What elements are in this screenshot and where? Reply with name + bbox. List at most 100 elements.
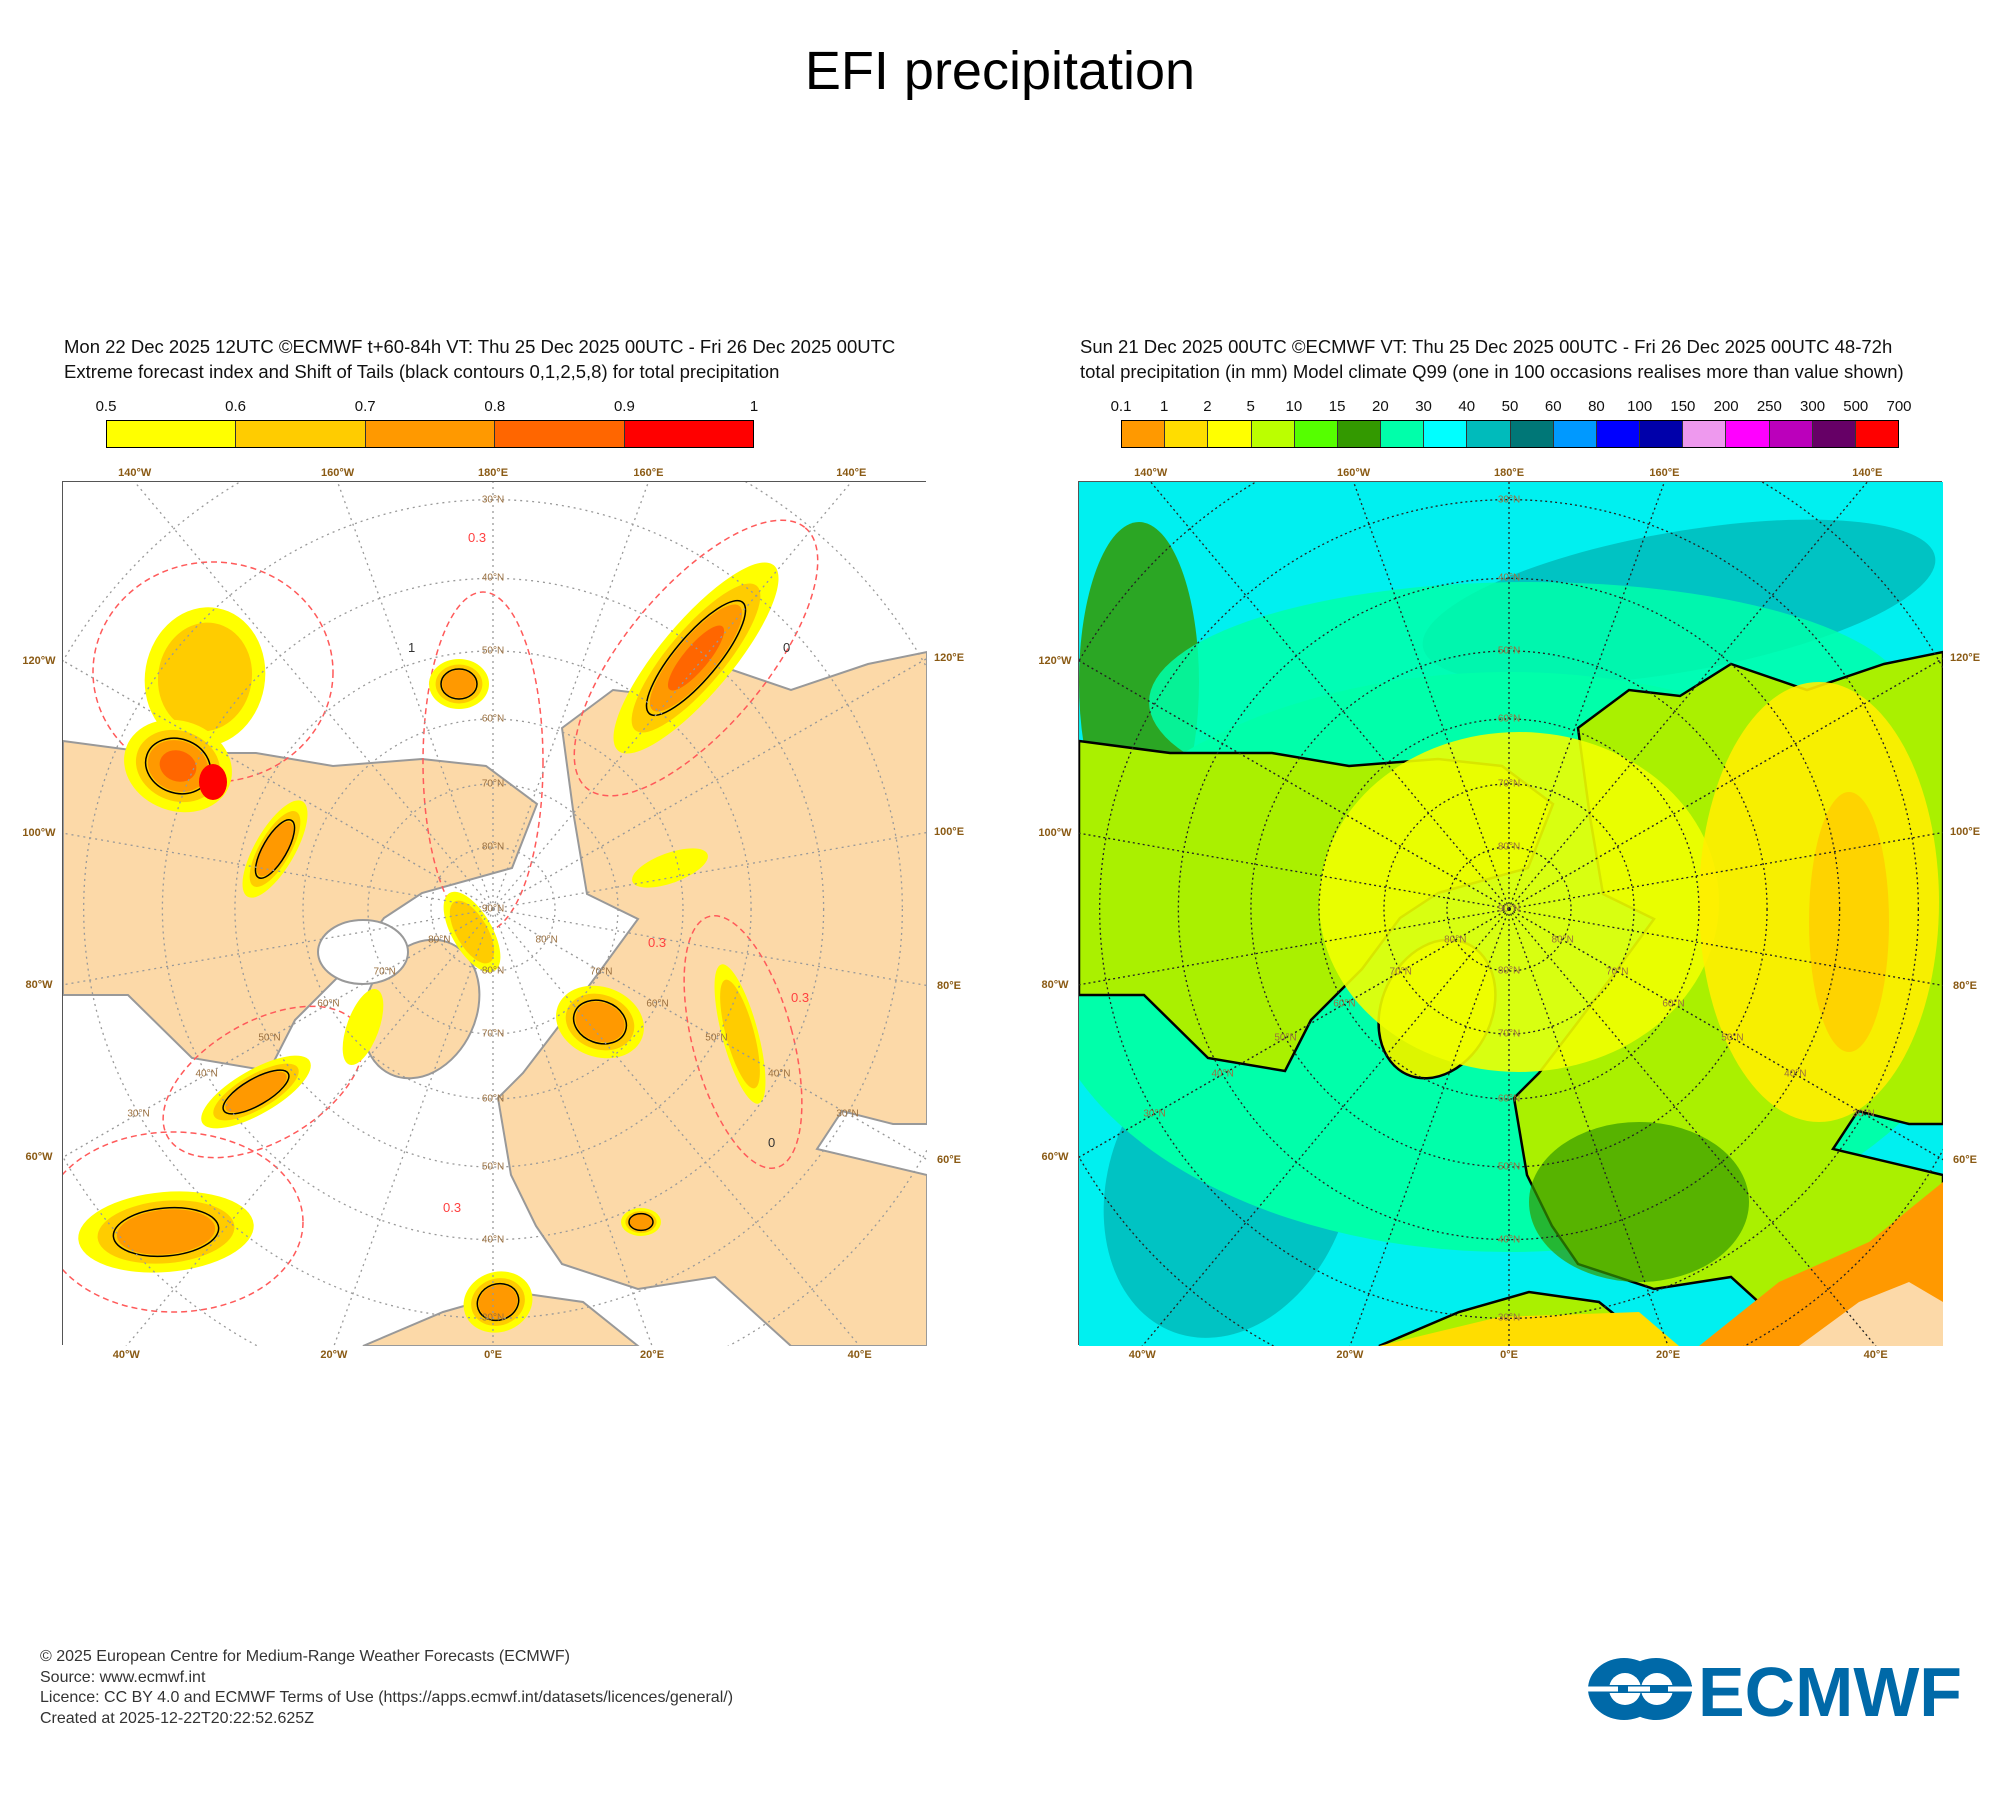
longitude-label: 100°W — [1038, 827, 1072, 840]
footer-source: Source: www.ecmwf.int — [40, 1668, 206, 1686]
longitude-label: 140°E — [1852, 467, 1883, 479]
latitude-label: 30°N — [127, 1108, 150, 1120]
meridian — [125, 908, 494, 1346]
meridian — [492, 831, 927, 910]
longitude-label: 160°W — [321, 467, 355, 479]
colorbar-label: 0.8 — [484, 398, 506, 415]
colorbar-swatch — [1683, 421, 1727, 447]
colorbar-label: 2 — [1203, 398, 1212, 415]
colorbar-label: 0.5 — [95, 398, 117, 415]
efi-map[interactable]: 0.3 0.3 0.3 0.3 0 0 1 140°W 160°W 180°E 160°E 140°E… — [22, 467, 964, 1361]
latitude-label: 70°N — [373, 966, 396, 977]
colorbar-label: 40 — [1458, 398, 1476, 415]
colorbar-swatch — [1640, 421, 1684, 447]
longitude-label: 180°E — [1493, 467, 1525, 479]
contour-label: 0.3 — [443, 1200, 461, 1215]
efi-area — [632, 848, 708, 888]
longitude-label: 60°E — [1953, 1153, 1977, 1166]
latitude-label: 70°N — [590, 966, 613, 977]
latitude-label: 40°N — [1784, 1068, 1807, 1080]
latitude-label: 80°N — [1551, 934, 1574, 946]
longitude-label: 120°W — [1038, 654, 1072, 667]
colorbar-label: 100 — [1627, 398, 1653, 415]
page-title: EFI precipitation — [804, 41, 1196, 101]
meridian — [63, 908, 494, 1159]
latitude-circle — [1318, 718, 1700, 1100]
latitude-label: 60°N — [1333, 998, 1356, 1010]
sot-black-contour — [112, 1206, 220, 1258]
longitude-label: 0°E — [1500, 1349, 1518, 1361]
colorbar-label: 150 — [1670, 398, 1696, 415]
latitude-label: 50°N — [481, 645, 505, 657]
longitude-label: 100°E — [933, 826, 965, 839]
latitude-label: 30°N — [481, 1312, 505, 1324]
latitude-circle — [302, 718, 684, 1100]
efi-area — [449, 900, 495, 964]
latitude-circle — [367, 783, 619, 1035]
colorbar-label: 10 — [1285, 398, 1303, 415]
meridian — [492, 908, 927, 1161]
colorbar-label: 0.1 — [1110, 398, 1132, 415]
colorbar-label: 0.9 — [613, 398, 635, 415]
longitude-label: 20°E — [640, 1349, 665, 1361]
latitude-label: 60°N — [1497, 713, 1521, 725]
longitude-label: 60°E — [937, 1153, 961, 1166]
colorbar-swatch — [1553, 421, 1597, 447]
colorbar-swatch — [1467, 421, 1511, 447]
climate-map[interactable]: 140°W 160°W 180°E 160°E 140°E 40°W 20°W 0°E 20°E… — [1038, 467, 1980, 1361]
ecmwf-logo-mark-icon — [1588, 1658, 1693, 1720]
latitude-label: 50°N — [1274, 1032, 1297, 1044]
latitude-label: 40°N — [481, 1234, 505, 1246]
colorbar-swatch — [1251, 421, 1295, 447]
efi-colorbar — [106, 420, 754, 448]
latitude-label: 50°N — [705, 1032, 728, 1044]
meridian — [492, 908, 653, 1346]
longitude-label: 160°E — [1649, 467, 1680, 479]
colorbar-label: 20 — [1371, 398, 1389, 415]
meridian — [336, 482, 494, 910]
contour-label: 0.3 — [791, 990, 809, 1005]
precip-area — [1319, 732, 1719, 1072]
longitude-label: 180°E — [477, 467, 509, 479]
longitude-label: 20°W — [1336, 1349, 1364, 1361]
footer-licence: Licence: CC BY 4.0 and ECMWF Terms of Us… — [40, 1689, 734, 1706]
sot-black-contour — [254, 819, 296, 879]
latitude-circle — [1446, 846, 1572, 972]
latitude-label: 80°N — [1497, 965, 1521, 977]
colorbar-swatch — [1381, 421, 1425, 447]
latitude-label: 30°N — [1143, 1108, 1166, 1120]
colorbar-label: 1 — [749, 398, 759, 415]
colorbar-label: 0.7 — [354, 398, 376, 415]
latitude-circle — [161, 577, 825, 1241]
longitude-label: 140°E — [836, 467, 867, 479]
latitude-label: 40°N — [768, 1068, 791, 1080]
footer-created: Created at 2025-12-22T20:22:52.625Z — [40, 1709, 314, 1727]
longitude-label: 160°E — [633, 467, 664, 479]
longitude-label: 140°W — [118, 467, 152, 479]
pole-label: 90°N — [1497, 903, 1521, 915]
longitude-label: 40°W — [112, 1349, 140, 1361]
efi-area — [256, 821, 294, 877]
colorbar-swatch — [1769, 421, 1813, 447]
latitude-circle — [1099, 499, 1919, 1319]
efi-area — [225, 1071, 287, 1113]
longitude-label: 0°E — [484, 1349, 502, 1361]
colorbar-swatch — [1812, 421, 1856, 447]
latitude-label: 50°N — [1497, 1161, 1521, 1173]
colorbar-label: 500 — [1843, 398, 1869, 415]
efi-area — [478, 1284, 518, 1320]
latitude-label: 60°N — [481, 1093, 505, 1105]
precip-area — [1379, 1312, 1679, 1346]
latitude-label: 30°N — [836, 1108, 859, 1120]
sot-contour — [683, 915, 803, 1169]
efi-area — [116, 1209, 216, 1255]
longitude-label: 80°E — [1953, 979, 1977, 992]
colorbar-swatch — [1294, 421, 1338, 447]
efi-area — [157, 622, 253, 732]
sot-black-contour — [645, 599, 747, 717]
colorbar-label: 5 — [1246, 398, 1255, 415]
contour-label: 1 — [408, 640, 415, 655]
meridian — [333, 908, 494, 1346]
climate-colorbar — [1121, 420, 1899, 448]
latitude-circle — [1250, 650, 1768, 1168]
